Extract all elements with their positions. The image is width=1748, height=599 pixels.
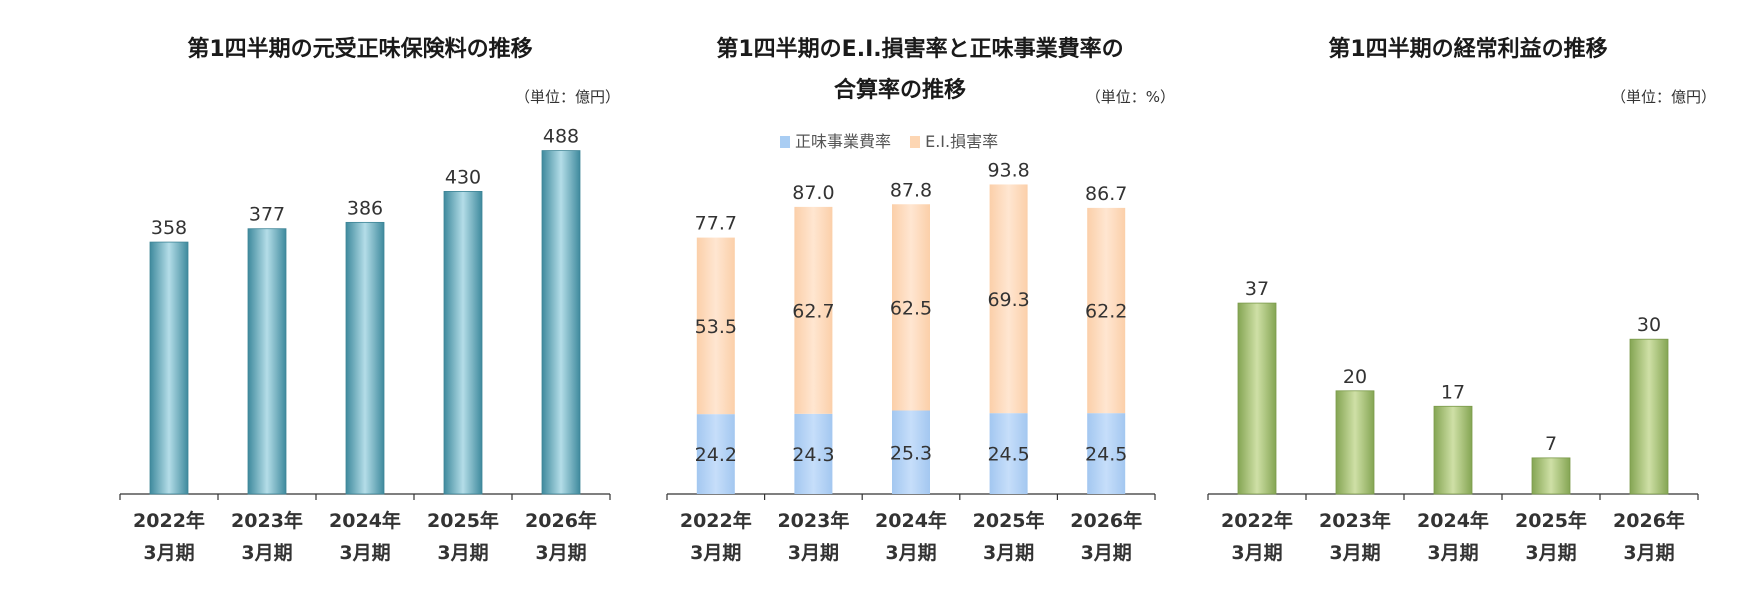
- ordinary-profit-value-label: 37: [1245, 278, 1269, 300]
- premium-value-label: 430: [445, 166, 481, 188]
- ordinary-profit-category-label: 2025年 3月期: [1515, 509, 1587, 564]
- premium-chart-panel: 第1四半期の元受正味保険料の推移 （単位：億円） 358 377 386 430 488…: [90, 0, 630, 599]
- combined-ratio-total-label: 93.8: [987, 159, 1029, 181]
- premium-bar: [149, 241, 189, 495]
- ordinary-profit-value-label: 17: [1441, 381, 1465, 403]
- ordinary-profit-category-label: 2024年 3月期: [1417, 509, 1489, 564]
- premium-chart-title: 第1四半期の元受正味保険料の推移: [187, 37, 533, 62]
- premium-bar-chart: 358 377 386 430 488 2022年 3月期 2023年 3月期 2024年 3月期 2…: [119, 126, 611, 564]
- loss-ratio-value-label: 69.3: [987, 289, 1029, 311]
- combined-ratio-chart-panel: 第1四半期のE.I.損害率と正味事業費率の 合算率の推移 （単位：%） 正味事業…: [655, 0, 1185, 599]
- ordinary-profit-value-label: 30: [1637, 314, 1661, 336]
- loss-ratio-segment: [989, 184, 1028, 414]
- expense-ratio-value-label: 24.3: [792, 444, 834, 466]
- combined-ratio-chart-unit: （単位：%）: [1085, 88, 1175, 106]
- loss-ratio-segment: [892, 204, 930, 411]
- ordinary-profit-category-label: 2023年 3月期: [1319, 509, 1391, 564]
- ordinary-profit-bar: [1237, 302, 1277, 495]
- premium-value-label: 386: [347, 197, 383, 219]
- combined-ratio-category-label: 2026年 3月期: [1070, 509, 1142, 564]
- legend-item-expense-ratio: 正味事業費率: [780, 132, 896, 151]
- premium-category-label: 2025年 3月期: [427, 509, 499, 564]
- expense-ratio-segment: [696, 414, 735, 494]
- expense-ratio-value-label: 24.5: [1085, 444, 1127, 466]
- ordinary-profit-bar: [1629, 338, 1669, 495]
- loss-ratio-segment: [1087, 207, 1126, 414]
- combined-ratio-category-label: 2025年 3月期: [973, 509, 1045, 564]
- premium-category-label: 2026年 3月期: [525, 509, 597, 564]
- combined-ratio-total-label: 87.8: [890, 179, 932, 201]
- premium-value-label: 377: [249, 204, 285, 226]
- loss-ratio-value-label: 62.7: [792, 300, 834, 322]
- combined-ratio-category-label: 2024年 3月期: [875, 509, 947, 564]
- ordinary-profit-chart-unit: （単位：億円）: [1610, 88, 1716, 106]
- expense-ratio-value-label: 25.3: [890, 442, 932, 464]
- combined-ratio-chart-title-line1: 第1四半期のE.I.損害率と正味事業費率の: [716, 37, 1124, 62]
- ordinary-profit-bar: [1531, 457, 1571, 495]
- loss-ratio-segment: [794, 206, 833, 414]
- premium-bar: [541, 150, 581, 495]
- premium-category-label: 2022年 3月期: [133, 509, 205, 564]
- premium-value-label: 488: [543, 126, 579, 148]
- ordinary-profit-value-label: 7: [1545, 433, 1557, 455]
- loss-ratio-segment: [696, 237, 735, 415]
- combined-ratio-category-label: 2022年 3月期: [680, 509, 752, 564]
- legend-item-loss-ratio: E.I.損害率: [910, 132, 998, 151]
- expense-ratio-segment: [989, 413, 1028, 494]
- ordinary-profit-bar: [1433, 405, 1473, 495]
- legend-swatch-loss-ratio: [910, 136, 921, 148]
- premium-value-label: 358: [151, 217, 187, 239]
- ordinary-profit-value-label: 20: [1343, 366, 1367, 388]
- loss-ratio-value-label: 62.2: [1085, 301, 1127, 323]
- combined-ratio-chart-title-line2: 合算率の推移: [833, 78, 966, 103]
- ordinary-profit-category-label: 2022年 3月期: [1221, 509, 1293, 564]
- loss-ratio-value-label: 62.5: [890, 297, 932, 319]
- combined-ratio-total-label: 86.7: [1085, 183, 1127, 205]
- legend-label-loss-ratio: E.I.損害率: [925, 132, 999, 151]
- ordinary-profit-category-label: 2026年 3月期: [1613, 509, 1685, 564]
- premium-bar: [345, 221, 385, 495]
- premium-bar: [443, 191, 483, 495]
- premium-bar: [247, 228, 287, 495]
- expense-ratio-value-label: 24.2: [695, 444, 737, 466]
- legend-swatch-expense-ratio: [780, 136, 790, 148]
- expense-ratio-segment: [794, 413, 833, 494]
- combined-ratio-total-label: 77.7: [695, 213, 737, 235]
- premium-chart-unit: （単位：億円）: [514, 88, 620, 106]
- ordinary-profit-bar-chart: 37 20 17 7 30 2022年 3月期 2023年 3月期 2024年 3月期 2025年 3月…: [1207, 278, 1699, 564]
- expense-ratio-segment: [1087, 413, 1126, 494]
- ordinary-profit-chart-title: 第1四半期の経常利益の推移: [1328, 37, 1608, 62]
- legend-label-expense-ratio: 正味事業費率: [795, 132, 892, 151]
- ordinary-profit-bar: [1335, 390, 1375, 495]
- combined-ratio-total-label: 87.0: [792, 182, 834, 204]
- expense-ratio-value-label: 24.5: [987, 444, 1029, 466]
- expense-ratio-segment: [892, 410, 930, 494]
- combined-ratio-legend: 正味事業費率 E.I.損害率: [780, 128, 998, 152]
- premium-category-label: 2023年 3月期: [231, 509, 303, 564]
- premium-category-label: 2024年 3月期: [329, 509, 401, 564]
- combined-ratio-category-label: 2023年 3月期: [777, 509, 849, 564]
- loss-ratio-value-label: 53.5: [695, 316, 737, 338]
- ordinary-profit-chart-panel: 第1四半期の経常利益の推移 （単位：億円） 37 20 17 7 30 2022年 3月期 2…: [1198, 0, 1738, 599]
- combined-ratio-stacked-bar-chart: 24.2 53.5 77.7 24.3 62.7 87.0 25.3 62.5 87.8 24.5…: [666, 159, 1156, 564]
